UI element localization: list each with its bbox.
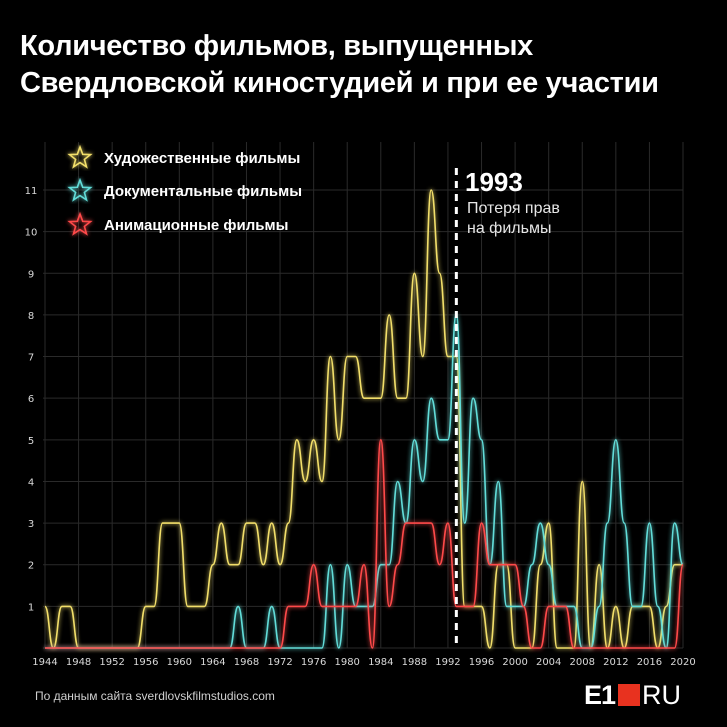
x-tick-label: 2020 [670,657,695,668]
y-tick-label: 7 [28,353,34,364]
y-tick-label: 9 [28,269,34,280]
y-tick-label: 8 [28,311,34,322]
legend-star-feature-icon [67,144,93,169]
y-tick-label: 6 [28,394,34,405]
x-tick-label: 2000 [502,657,527,668]
x-tick-label: 1944 [32,657,57,668]
x-tick-label: 2016 [637,657,662,668]
y-tick-label: 5 [28,436,34,447]
x-tick-label: 1960 [167,657,192,668]
x-tick-label: 1988 [402,657,427,668]
legend: Художественные фильмы Документальные филь… [67,144,302,236]
x-tick-label: 1956 [133,657,158,668]
title-line-2: Свердловской киностудией и при ее участи… [20,67,659,99]
x-tick-label: 1952 [99,657,124,668]
x-tick-label: 2008 [570,657,595,668]
y-tick-label: 4 [28,477,34,488]
x-tick-label: 1992 [435,657,460,668]
annotation-year: 1993 [465,167,523,197]
x-tick-label: 1980 [334,657,359,668]
x-tick-label: 1984 [368,657,393,668]
series-line-animation [45,439,684,649]
series-line-feature [44,189,683,649]
annotation-line-2: на фильмы [467,220,551,237]
y-tick-label: 10 [25,228,38,239]
e1-logo: E1 RU [584,680,681,710]
annotation-line-1: Потеря прав [467,200,560,217]
source-note: По данным сайта sverdlovskfilmstudios.co… [35,689,275,703]
y-tick-label: 2 [28,561,34,572]
logo-ru-text: RU [642,679,682,710]
y-tick-label: 3 [28,519,34,530]
y-tick-label: 1 [28,602,34,613]
title-line-1: Количество фильмов, выпущенных [20,30,534,62]
series-lines [44,189,684,649]
logo-e1-text: E1 [584,679,616,710]
x-tick-label: 1972 [267,657,292,668]
y-axis-ticks: 1 2 3 4 5 6 7 8 9 10 11 [25,186,38,613]
legend-star-documentary-icon [67,177,93,202]
legend-label: Документальные фильмы [104,183,302,200]
x-tick-label: 1976 [301,657,326,668]
x-tick-label: 1964 [200,657,225,668]
x-tick-label: 2012 [603,657,628,668]
x-tick-label: 2004 [536,657,561,668]
y-tick-label: 11 [25,186,38,197]
x-tick-label: 1968 [234,657,259,668]
x-tick-label: 1948 [66,657,91,668]
legend-label: Художественные фильмы [104,150,300,167]
x-axis-ticks: 1944 1948 1952 1956 1960 1964 1968 1972 1976 1980… [32,657,695,668]
x-tick-label: 1996 [469,657,494,668]
chart-title: Количество фильмов, выпущенных Свердловс… [20,28,710,102]
logo-red-square-icon [618,684,641,706]
legend-star-animation-icon [67,211,93,236]
legend-label: Анимационные фильмы [104,217,288,234]
annotation-1993: 1993 Потеря прав на фильмы [465,167,560,237]
